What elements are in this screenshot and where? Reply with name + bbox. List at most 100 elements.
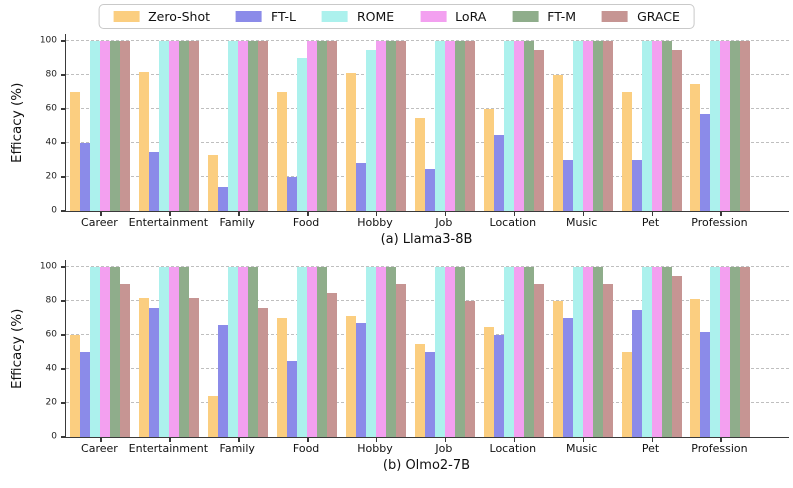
- bar-rome-music: [572, 41, 583, 211]
- bar-group-entertainment: [139, 260, 200, 442]
- bar-rome-hobby: [366, 49, 376, 211]
- bar-grace-pet: [671, 275, 682, 437]
- bars-row: [66, 260, 789, 442]
- bar-grace-family: [258, 41, 269, 211]
- bar-zero-shot-location: [483, 109, 494, 211]
- legend-item-zero-shot: Zero-Shot: [113, 9, 210, 24]
- bar-ft-m-location: [523, 41, 534, 211]
- legend-swatch-icon: [113, 11, 140, 22]
- x-category-label: Hobby: [357, 442, 393, 455]
- legend-label: ROME: [356, 9, 395, 24]
- x-tick-mark: [582, 212, 585, 216]
- bar-ft-m-family: [248, 41, 259, 211]
- bar-zero-shot-food: [277, 92, 288, 211]
- bar-zero-shot-profession: [690, 83, 701, 211]
- bar-lora-location: [513, 267, 524, 437]
- bar-ft-m-location: [523, 267, 534, 437]
- x-tick-mark: [238, 212, 240, 216]
- bar-ft-l-profession: [700, 331, 711, 437]
- bar-lora-job: [444, 41, 455, 211]
- bar-zero-shot-family: [208, 396, 219, 437]
- x-category-label: Family: [219, 216, 255, 229]
- y-tick-mark: [61, 266, 66, 268]
- y-tick-mark: [61, 402, 66, 404]
- legend-label: GRACE: [637, 9, 680, 24]
- bar-group-profession: [690, 34, 751, 216]
- bar-rome-profession: [710, 267, 721, 437]
- bar-ft-m-career: [110, 41, 121, 211]
- subplot-caption-a: (a) Llama3-8B: [380, 232, 473, 247]
- x-tick-mark: [100, 212, 102, 216]
- bar-grace-profession: [740, 41, 751, 211]
- bar-group-family: [208, 260, 269, 442]
- bar-rome-pet: [641, 267, 652, 437]
- legend-swatch-icon: [321, 11, 348, 22]
- bar-lora-pet: [651, 41, 662, 211]
- y-tick-label: 80: [45, 295, 57, 306]
- bar-ft-l-location: [493, 134, 504, 211]
- bar-ft-l-profession: [700, 114, 711, 211]
- bar-lora-entertainment: [169, 41, 180, 211]
- x-category-label: Family: [219, 442, 255, 455]
- x-category-label: Entertainment: [128, 442, 209, 455]
- bar-ft-l-hobby: [356, 163, 366, 211]
- bar-ft-l-career: [80, 352, 91, 437]
- bar-zero-shot-hobby: [346, 316, 356, 437]
- bar-ft-m-profession: [730, 267, 741, 437]
- bar-zero-shot-pet: [621, 92, 632, 211]
- bar-ft-l-family: [218, 187, 229, 211]
- bar-lora-profession: [720, 267, 731, 437]
- bar-ft-m-entertainment: [179, 41, 190, 211]
- legend-label: Zero-Shot: [148, 9, 211, 24]
- x-category-label: Music: [566, 216, 598, 229]
- x-tick-mark: [513, 438, 516, 442]
- gridline-100: [66, 266, 789, 267]
- bar-zero-shot-location: [483, 326, 494, 437]
- legend-label: FT-M: [547, 9, 577, 24]
- y-tick-label: 100: [39, 35, 57, 46]
- bar-ft-m-pet: [661, 267, 672, 437]
- bar-grace-music: [602, 284, 613, 437]
- x-category-label: Profession: [691, 216, 748, 229]
- x-category-label: Career: [81, 442, 118, 455]
- bar-ft-m-family: [248, 267, 259, 437]
- y-tick-mark: [61, 300, 66, 302]
- bar-grace-hobby: [396, 284, 406, 437]
- x-category-label: Hobby: [357, 216, 393, 229]
- bar-ft-m-hobby: [386, 267, 396, 437]
- bar-lora-job: [444, 267, 455, 437]
- bar-ft-l-entertainment: [149, 307, 160, 437]
- gridline-100: [66, 40, 789, 41]
- bar-ft-l-food: [287, 360, 298, 437]
- bar-group-food: [277, 260, 338, 442]
- gridline-80: [66, 74, 789, 75]
- x-category-label: Music: [566, 442, 598, 455]
- bar-grace-music: [602, 41, 613, 211]
- legend-swatch-icon: [236, 11, 263, 22]
- bar-group-music: [552, 34, 613, 216]
- chart-llama3-8b: Efficacy (%) 0 20 40 60 80 100 Career Entertai…: [0, 34, 793, 247]
- bar-ft-m-pet: [661, 41, 672, 211]
- legend-item-grace: GRACE: [602, 9, 680, 24]
- y-axis-label: Efficacy (%): [9, 82, 25, 163]
- bar-grace-location: [533, 49, 544, 211]
- bar-lora-family: [238, 267, 249, 437]
- bar-grace-pet: [671, 49, 682, 211]
- x-category-label: Pet: [641, 442, 660, 455]
- bar-ft-l-job: [424, 168, 435, 211]
- bars-row: [66, 34, 789, 216]
- bar-grace-food: [327, 292, 338, 437]
- y-tick-mark: [61, 334, 66, 336]
- y-tick-label: 60: [45, 329, 57, 340]
- bar-rome-career: [90, 267, 101, 437]
- bar-zero-shot-career: [70, 335, 81, 437]
- legend-label: LoRA: [455, 9, 487, 24]
- x-tick-mark: [444, 438, 447, 442]
- bar-zero-shot-entertainment: [139, 297, 150, 437]
- bar-group-career: [70, 260, 131, 442]
- y-tick-label: 60: [45, 103, 57, 114]
- bar-zero-shot-hobby: [346, 73, 356, 211]
- bar-ft-m-food: [317, 41, 328, 211]
- bar-grace-job: [464, 41, 475, 211]
